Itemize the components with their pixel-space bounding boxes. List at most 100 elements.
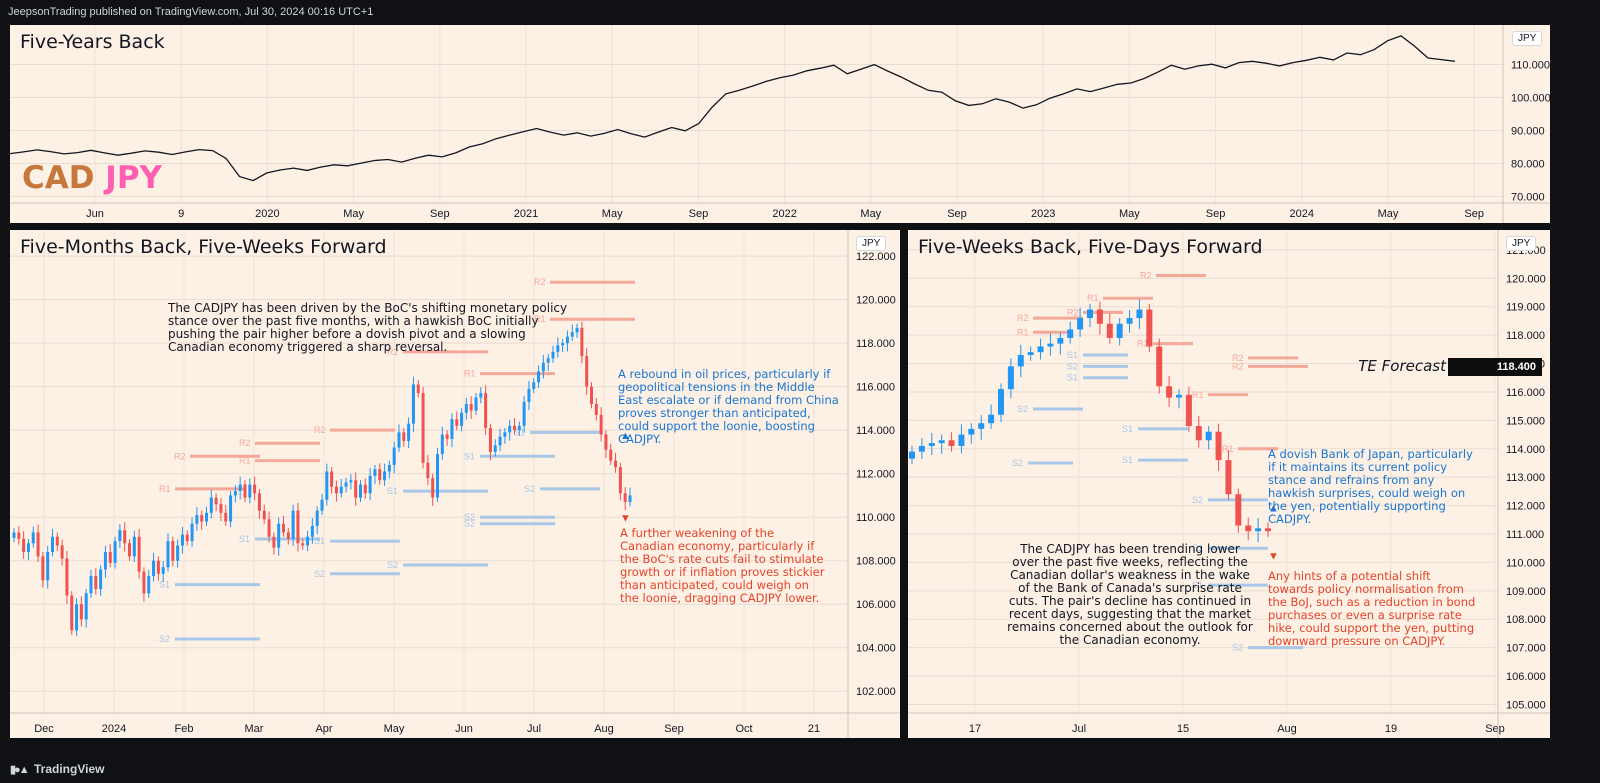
candle-up [968,428,975,435]
candle-up [988,414,995,424]
candle-down [200,515,204,522]
candle-down [614,460,618,468]
candle-up [1057,337,1064,344]
x-tick-label: Jul [1072,723,1086,735]
candle-down [17,532,21,539]
candle-down [301,543,305,546]
y-tick-label: 105.000 [1506,699,1546,711]
candle-down [123,530,127,544]
candle-down [402,432,406,442]
five-weeks-panel[interactable]: 105.000 106.000 107.000 108.000 109.000 110.0… [908,230,1550,738]
candle-up [436,454,439,498]
candle-down [1215,431,1222,461]
currency-unit-button[interactable]: JPY [856,236,887,251]
y-tick-label: 108.000 [856,556,896,568]
symbol-label: CAD JPY [22,160,162,196]
candle-up [561,343,565,346]
pivot-level-label: R2 [1017,313,1029,323]
price-line [10,35,1456,182]
x-tick-label: May [343,208,364,220]
candle-up [349,480,353,483]
candle-down [618,467,622,494]
currency-unit-button[interactable]: JPY [1506,236,1537,251]
panel-title: Five-Months Back, Five-Weeks Forward [20,236,387,258]
pivot-level-label: S2 [464,512,475,522]
x-tick-label: 21 [808,723,820,735]
candle-up [522,401,526,426]
candle-up [147,575,151,594]
x-tick-label: 19 [1385,723,1397,735]
candle-down [79,604,83,620]
candle-up [1007,366,1014,390]
candle-down [1245,525,1252,532]
candle-up [928,443,935,446]
candle-down [445,434,449,439]
y-tick-label: 106.000 [1506,671,1546,683]
candle-up [113,541,117,563]
candle-up [628,495,632,502]
candle-down [243,484,247,498]
candle-up [397,432,401,448]
candle-down [282,523,285,533]
candle-up [344,482,348,487]
bullish-scenario-note: A dovish Bank of Japan, particularly if … [1268,447,1473,526]
candle-down [171,541,175,561]
candle-up [176,545,180,561]
pivot-level-label: S1 [1122,424,1133,434]
y-tick-label: 113.000 [1506,472,1545,484]
candle-down [296,510,300,544]
candle-up [532,382,536,389]
candle-down [599,414,603,435]
main-commentary: The CADJPY has been driven by the BoC's … [168,301,568,354]
x-tick-label: Oct [735,723,752,735]
candle-up [1116,323,1123,338]
candle-up [392,447,396,465]
candle-up [909,451,915,459]
candle-up [1205,431,1212,441]
y-tick-label: 115.000 [1506,415,1545,427]
candle-up [918,445,925,452]
candle-down [65,558,69,596]
candle-up [161,567,165,574]
y-tick-label: 110.000 [856,512,895,524]
candle-up [26,543,30,552]
x-tick-label: Feb [175,723,194,735]
candle-up [325,471,329,500]
candle-up [320,499,324,511]
candle-down [513,425,516,431]
five-months-panel[interactable]: 102.000 104.000 106.000 108.000 110.000 112.0… [10,230,900,738]
candle-up [103,552,107,570]
candle-down [1195,426,1202,441]
bearish-arrow-icon: ▼ [1268,551,1279,563]
x-tick-label: 2021 [514,208,538,220]
candle-up [527,388,531,402]
candle-down [609,449,613,461]
candle-down [137,536,141,572]
candle-up [570,332,574,337]
currency-unit-button[interactable]: JPY [1512,31,1543,46]
pivot-level-label: R2 [174,451,186,461]
x-tick-label: 2024 [102,723,126,735]
candle-down [1185,394,1192,427]
candle-up [565,336,569,344]
candle-down [94,575,98,589]
candle-down [1156,346,1163,387]
candle-up [99,569,103,589]
x-tick-label: 9 [178,208,184,220]
candle-down [272,536,276,548]
candle-down [1166,386,1173,398]
x-tick-label: Sep [947,208,967,220]
five-years-panel[interactable]: 70.000 80.000 90.000 100.000 110.000 Jun 9 2020… [10,25,1550,223]
x-tick-label: Sep [689,208,709,220]
candle-up [503,432,507,437]
candle-down [623,493,627,502]
pivot-level-label: R2 [239,438,251,448]
x-tick-label: May [1119,208,1140,220]
candle-up [277,523,281,548]
candle-up [1136,309,1143,319]
candle-up [306,536,310,546]
candle-down [257,493,261,511]
tradingview-footer[interactable]: ▮●▲ TradingView [0,756,1600,782]
y-tick-label: 80.000 [1511,158,1545,170]
candle-down [214,497,218,505]
